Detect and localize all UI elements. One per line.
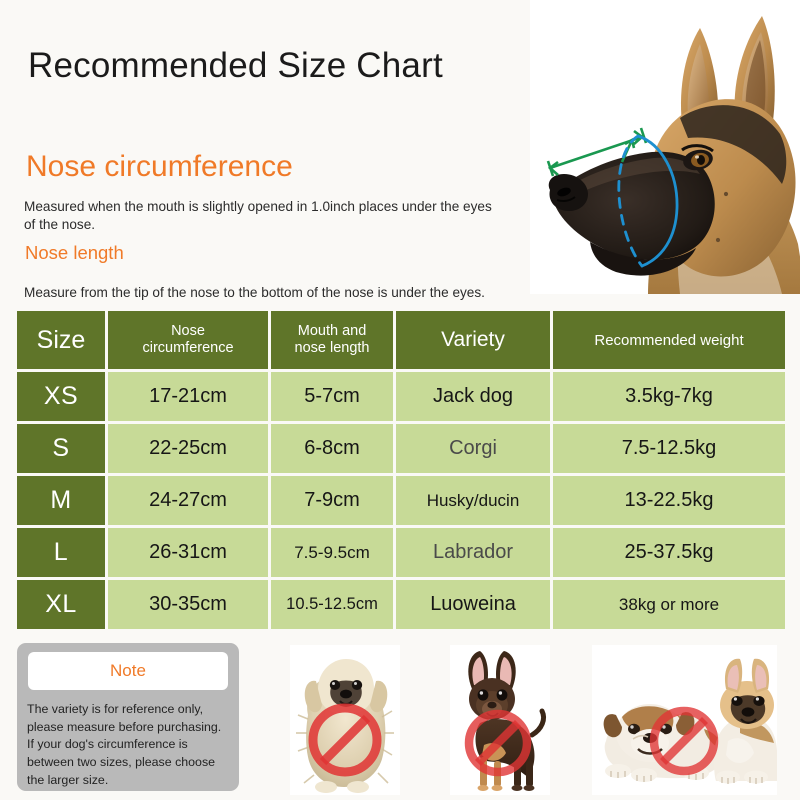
column-header-mouth-nose-length: Mouth and nose length	[271, 311, 393, 369]
cell-nose-circumference: 24-27cm	[108, 476, 268, 525]
cell-variety: Corgi	[396, 424, 550, 473]
cell-variety: Husky/ducin	[396, 476, 550, 525]
note-text: The variety is for reference only, pleas…	[27, 702, 222, 787]
section-heading-nose-circumference: Nose circumference	[26, 150, 293, 183]
table-row: S 22-25cm 6-8cm Corgi 7.5-12.5kg	[17, 424, 785, 473]
cell-size: S	[17, 424, 105, 473]
section-description-nose-circumference: Measured when the mouth is slightly open…	[24, 199, 492, 233]
cell-size: L	[17, 528, 105, 577]
prohibition-sign	[464, 709, 532, 777]
unsuitable-breeds-group	[272, 645, 792, 795]
section-heading-nose-length: Nose length	[25, 242, 124, 263]
prohibition-sign	[649, 706, 719, 776]
cell-nose-circumference: 30-35cm	[108, 580, 268, 629]
cell-variety: Labrador	[396, 528, 550, 577]
cell-nose-circumference: 17-21cm	[108, 372, 268, 421]
nose-length-marker	[546, 127, 648, 177]
bulldogs-photo	[592, 645, 777, 795]
cell-size: M	[17, 476, 105, 525]
cell-weight: 3.5kg-7kg	[553, 372, 785, 421]
table-header-row: Size Nose circumference Mouth and nose l…	[17, 311, 785, 369]
chihuahua-photo	[450, 645, 550, 795]
pekingese-photo	[290, 645, 400, 795]
cell-size: XL	[17, 580, 105, 629]
column-header-line1: Nose	[171, 322, 205, 339]
note-label: Note	[110, 661, 146, 680]
prohibition-sign	[308, 703, 382, 777]
cell-weight: 38kg or more	[553, 580, 785, 629]
column-header-weight: Recommended weight	[553, 311, 785, 369]
cell-weight: 7.5-12.5kg	[553, 424, 785, 473]
column-header-line2: circumference	[142, 340, 234, 356]
dog-head-svg	[530, 0, 800, 294]
cell-weight: 13-22.5kg	[553, 476, 785, 525]
cell-mouth-nose-length: 6-8cm	[271, 424, 393, 473]
cell-mouth-nose-length: 7.5-9.5cm	[271, 528, 393, 577]
table-row: XL 30-35cm 10.5-12.5cm Luoweina 38kg or …	[17, 580, 785, 629]
cell-variety: Jack dog	[396, 372, 550, 421]
nose-circumference-marker	[617, 134, 679, 268]
cell-mouth-nose-length: 7-9cm	[271, 476, 393, 525]
cell-variety: Luoweina	[396, 580, 550, 629]
column-header-size: Size	[17, 311, 105, 369]
column-header-line2: nose length	[294, 340, 370, 356]
column-header-nose-circumference: Nose circumference	[108, 311, 268, 369]
size-chart-table: Size Nose circumference Mouth and nose l…	[14, 308, 788, 632]
cell-nose-circumference: 26-31cm	[108, 528, 268, 577]
table-row: L 26-31cm 7.5-9.5cm Labrador 25-37.5kg	[17, 528, 785, 577]
table-row: M 24-27cm 7-9cm Husky/ducin 13-22.5kg	[17, 476, 785, 525]
note-label-tag: Note	[28, 652, 228, 690]
section-description-nose-length: Measure from the tip of the nose to the …	[24, 285, 485, 300]
cell-mouth-nose-length: 10.5-12.5cm	[271, 580, 393, 629]
cell-weight: 25-37.5kg	[553, 528, 785, 577]
column-header-variety: Variety	[396, 311, 550, 369]
table-row: XS 17-21cm 5-7cm Jack dog 3.5kg-7kg	[17, 372, 785, 421]
dog-head-illustration	[530, 0, 800, 294]
cell-mouth-nose-length: 5-7cm	[271, 372, 393, 421]
cell-nose-circumference: 22-25cm	[108, 424, 268, 473]
note-box: Note The variety is for reference only, …	[17, 643, 239, 791]
column-header-line1: Mouth and	[297, 322, 367, 339]
page-title: Recommended Size Chart	[28, 46, 443, 85]
cell-size: XS	[17, 372, 105, 421]
